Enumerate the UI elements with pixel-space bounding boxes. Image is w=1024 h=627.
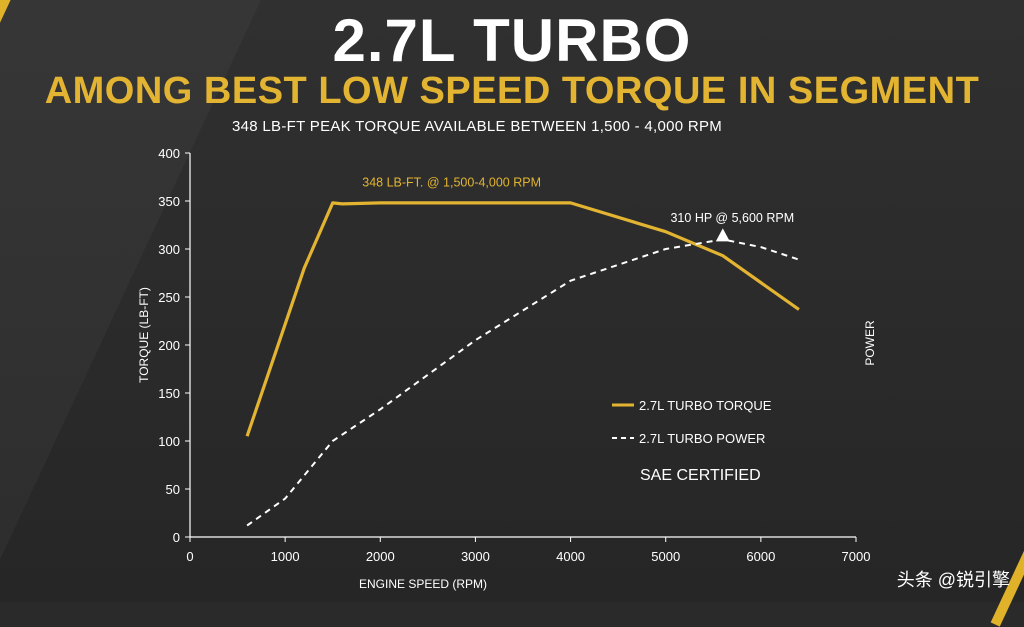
y-tick-label: 350 (158, 194, 180, 209)
x-tick-label: 7000 (842, 549, 871, 564)
y-tick-label: 250 (158, 290, 180, 305)
y-axis-label: TORQUE (LB-FT) (137, 287, 151, 383)
page-title: 2.7L TURBO (332, 7, 692, 74)
x-tick-label: 0 (186, 549, 193, 564)
y-tick-label: 300 (158, 242, 180, 257)
y-tick-label: 100 (158, 434, 180, 449)
y-tick-label: 200 (158, 338, 180, 353)
torque-annotation: 348 LB-FT. @ 1,500-4,000 RPM (362, 176, 541, 190)
legend-label: 2.7L TURBO TORQUE (639, 398, 772, 413)
power-line (246, 238, 800, 527)
x-axis-label: ENGINE SPEED (RPM) (359, 577, 487, 591)
watermark: 头条 @锐引擎 (896, 570, 1010, 590)
y-tick-label: 50 (166, 482, 180, 497)
legend-label: 2.7L TURBO POWER (639, 431, 765, 446)
x-tick-label: 5000 (651, 549, 680, 564)
sae-certified-label: SAE CERTIFIED (640, 467, 761, 484)
chart-labels: ENGINE SPEED (RPM) TORQUE (LB-FT) POWER 348… (137, 176, 877, 591)
chart-legend: 2.7L TURBO TORQUE 2.7L TURBO POWER SAE CER… (612, 398, 772, 484)
page-subtitle: AMONG BEST LOW SPEED TORQUE IN SEGMENT (44, 70, 980, 112)
y2-axis-label: POWER (863, 320, 877, 366)
x-tick-label: 3000 (461, 549, 490, 564)
torque-line (245, 201, 800, 437)
x-tick-label: 6000 (746, 549, 775, 564)
y-tick-label: 400 (158, 146, 180, 161)
peak-power-marker (715, 228, 730, 242)
chart-series (245, 201, 800, 527)
x-tick-label: 1000 (271, 549, 300, 564)
x-tick-label: 4000 (556, 549, 585, 564)
background (0, 0, 1024, 602)
peak-torque-note: 348 LB-FT PEAK TORQUE AVAILABLE BETWEEN … (232, 118, 723, 135)
power-annotation: 310 HP @ 5,600 RPM (670, 211, 794, 225)
x-tick-label: 2000 (366, 549, 395, 564)
y-tick-label: 150 (158, 386, 180, 401)
y-tick-label: 0 (173, 530, 180, 545)
